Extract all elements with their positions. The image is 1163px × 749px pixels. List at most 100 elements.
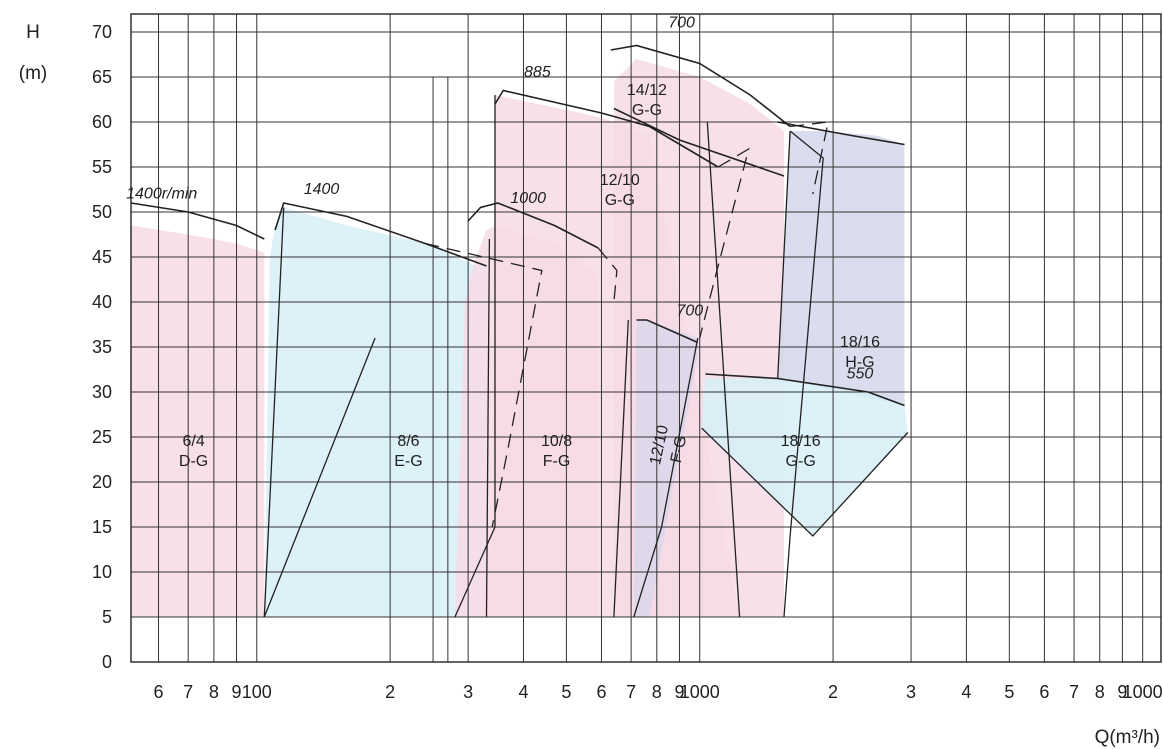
region-label-line: H-G (845, 354, 874, 371)
region-label-line: 12/10 (600, 172, 640, 189)
y-tick-label: 15 (92, 517, 112, 537)
y-tick-label: 55 (92, 157, 112, 177)
y-tick-label: 30 (92, 382, 112, 402)
y-axis-unit: (m) (19, 63, 47, 84)
x-tick-label: 1000 (680, 682, 720, 702)
head-curve (130, 202, 265, 240)
region-18-16-g-g (701, 378, 908, 536)
region-boundary (701, 427, 909, 537)
region-label-line: F-G (668, 434, 690, 464)
x-tick-label: 100 (242, 682, 272, 702)
y-tick-label: 20 (92, 472, 112, 492)
plot-frame (130, 13, 1162, 663)
y-tick-label: 40 (92, 292, 112, 312)
dashed-curve (597, 247, 618, 303)
x-tick-label: 6 (154, 682, 164, 702)
region-boundary (485, 238, 491, 618)
head-curve (274, 202, 487, 267)
speed-label: 700 (668, 15, 695, 32)
x-tick-label: 2 (828, 682, 838, 702)
head-curve (467, 202, 599, 249)
grid (131, 14, 1161, 663)
speed-label: 1400r/min (126, 186, 197, 203)
x-tick-label: 9 (1117, 682, 1127, 702)
curve-lines (130, 44, 909, 618)
speed-label: 1400 (304, 181, 340, 198)
region-label-line: 18/16 (781, 433, 821, 450)
x-axis-label: Q(m³/h) (1095, 727, 1160, 748)
x-tick-label: 6 (1039, 682, 1049, 702)
y-tick-label: 50 (92, 202, 112, 222)
region-boundary (613, 319, 629, 618)
region-boundary (263, 337, 376, 618)
x-tick-label: 9 (232, 682, 242, 702)
dashed-curve (790, 121, 830, 195)
x-tick-label: 1000 (1123, 682, 1163, 702)
region-boundary (633, 337, 699, 618)
region-label-line: 6/4 (182, 433, 204, 450)
dashed-curve (699, 147, 750, 339)
curve-and-region-labels: 1400r/min 1400 1000 885 700 700 550 6/4 D-G 8/6 E-… (126, 15, 880, 471)
y-tick-label: 70 (92, 22, 112, 42)
region-label-line: G-G (605, 192, 635, 209)
region-6-4-d-g (131, 225, 265, 617)
speed-label: 700 (677, 303, 704, 320)
x-tick-label: 7 (1069, 682, 1079, 702)
region-label-line: 14/12 (627, 82, 667, 99)
y-axis-label: H (26, 22, 40, 43)
x-tick-label: 3 (463, 682, 473, 702)
x-tick-label: 6 (596, 682, 606, 702)
speed-label: 885 (524, 64, 551, 81)
head-curve (705, 373, 905, 407)
x-tick-label: 5 (561, 682, 571, 702)
region-boundary (263, 207, 285, 618)
region-label-line: 8/6 (397, 433, 419, 450)
region-label-line: G-G (632, 102, 662, 119)
region-boundary (454, 95, 496, 618)
region-label-line: F-G (543, 453, 571, 470)
region-boundary (777, 130, 791, 379)
dashed-curve (425, 242, 543, 528)
x-tick-label: 4 (518, 682, 528, 702)
region-boundary (706, 121, 741, 618)
region-label-line: E-G (394, 453, 422, 470)
x-tick-label: 7 (183, 682, 193, 702)
region-label: 18/16 G-G (781, 433, 821, 470)
region-label: 12/10 G-G (600, 172, 640, 209)
head-curve (494, 89, 719, 168)
region-label-line: G-G (786, 453, 816, 470)
y-tick-label: 10 (92, 562, 112, 582)
y-tick-label: 0 (102, 652, 112, 672)
speed-label: 550 (847, 366, 874, 383)
region-label: 12/10F-G (647, 424, 690, 467)
head-curve (610, 44, 791, 128)
region-label-line: 10/8 (541, 433, 572, 450)
head-curve (613, 107, 785, 177)
region-8-6-e-g (264, 207, 487, 617)
y-tick-label: 25 (92, 427, 112, 447)
x-tick-label: 2 (385, 682, 395, 702)
region-label: 14/12 G-G (627, 82, 667, 119)
x-tick-label: 3 (906, 682, 916, 702)
x-tick-label: 8 (652, 682, 662, 702)
region-12-10-f-g (633, 320, 698, 617)
speed-label: 1000 (510, 190, 546, 207)
y-tick-label: 65 (92, 67, 112, 87)
region-label: 6/4 D-G (179, 433, 208, 470)
region-label: 8/6 E-G (394, 433, 422, 470)
region-label: 18/16 H-G (840, 334, 880, 371)
region-label-line: 18/16 (840, 334, 880, 351)
x-tick-label: 9 (674, 682, 684, 702)
region-boundary (783, 130, 824, 618)
x-tick-label: 4 (961, 682, 971, 702)
x-tick-label: 5 (1004, 682, 1014, 702)
y-tick-label: 5 (102, 607, 112, 627)
y-tick-label: 35 (92, 337, 112, 357)
region-label-line: D-G (179, 453, 208, 470)
x-tick-label: 8 (1095, 682, 1105, 702)
y-tick-label: 60 (92, 112, 112, 132)
region-label: 10/8 F-G (541, 433, 572, 470)
region-18-16-h-g (777, 131, 905, 406)
